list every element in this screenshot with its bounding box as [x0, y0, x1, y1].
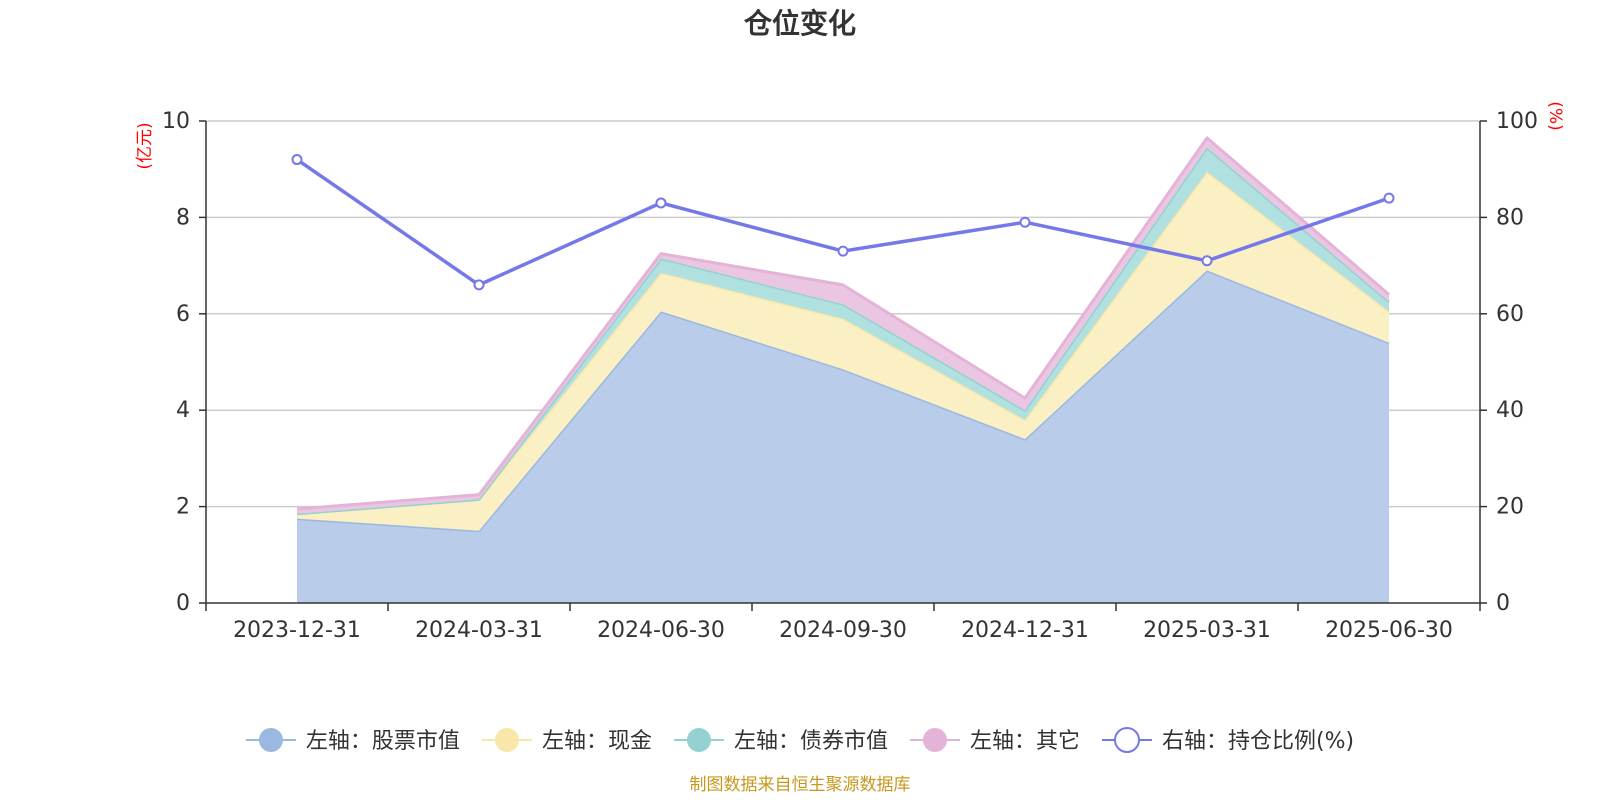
legend-label: 左轴：现金	[542, 729, 652, 754]
right-y-tick-label: 80	[1496, 205, 1524, 230]
area-左轴：现金	[297, 171, 1389, 531]
line-point	[1383, 192, 1395, 204]
x-tick-label: 2025-03-31	[1143, 618, 1271, 643]
line-point	[655, 197, 667, 209]
legend-item[interactable]: 右轴：持仓比例(%)	[1101, 727, 1354, 754]
legend-symbol-dot	[686, 728, 711, 752]
legend-item[interactable]: 左轴：股票市值	[245, 728, 460, 754]
x-tick-label: 2024-12-31	[961, 618, 1089, 643]
legend-label: 左轴：债券市值	[734, 729, 888, 754]
source-note: 制图数据来自恒生聚源数据库	[690, 775, 911, 795]
legend-item[interactable]: 左轴：其它	[909, 728, 1080, 754]
left-y-tick-label: 8	[176, 205, 190, 230]
legend-symbol-dot	[1113, 727, 1140, 753]
axes: 2023-12-31 2024-03-31 2024-06-30 2024-09-30…	[162, 109, 1538, 643]
line-point	[291, 154, 303, 166]
x-tick-label: 2025-06-30	[1325, 618, 1453, 643]
stacked-areas	[296, 136, 1390, 603]
left-y-tick-label: 4	[176, 398, 190, 423]
right-y-tick-label: 100	[1496, 109, 1538, 134]
line-point	[473, 279, 485, 291]
right-y-tick-label: 60	[1496, 302, 1524, 327]
x-tick-label: 2024-06-30	[597, 618, 725, 643]
line-point	[1201, 255, 1213, 267]
chart-title: 仓位变化	[744, 7, 856, 40]
holding-ratio-line	[291, 154, 1395, 291]
left-axis-unit: (亿元)	[135, 122, 155, 169]
right-y-tick-label: 20	[1496, 495, 1524, 520]
legend-symbol-dot	[922, 728, 947, 752]
x-tick-label: 2023-12-31	[233, 618, 361, 643]
x-tick-label: 2024-09-30	[779, 618, 907, 643]
right-axis-unit: (%)	[1545, 101, 1565, 130]
legend-label: 左轴：其它	[970, 729, 1080, 754]
legend-symbol-dot	[494, 728, 519, 752]
left-y-tick-label: 2	[176, 495, 190, 520]
legend: 左轴：股票市值 左轴：现金 左轴：债券市值 左轴：其它 右轴：持仓比例(%)	[245, 727, 1354, 754]
area-左轴：股票市值	[297, 270, 1389, 603]
line-point	[837, 245, 849, 257]
legend-item[interactable]: 左轴：债券市值	[673, 728, 888, 754]
left-y-tick-label: 0	[176, 591, 190, 616]
right-y-tick-label: 0	[1496, 591, 1510, 616]
legend-symbol-dot	[258, 728, 283, 752]
legend-label: 左轴：股票市值	[306, 729, 460, 754]
legend-label: 右轴：持仓比例(%)	[1162, 729, 1354, 754]
right-y-tick-label: 40	[1496, 398, 1524, 423]
area-edge-左轴：其它	[296, 136, 1390, 511]
left-y-tick-label: 10	[162, 109, 190, 134]
left-y-tick-label: 6	[176, 302, 190, 327]
line-point	[1019, 216, 1031, 228]
legend-item[interactable]: 左轴：现金	[481, 728, 652, 754]
x-tick-label: 2024-03-31	[415, 618, 543, 643]
